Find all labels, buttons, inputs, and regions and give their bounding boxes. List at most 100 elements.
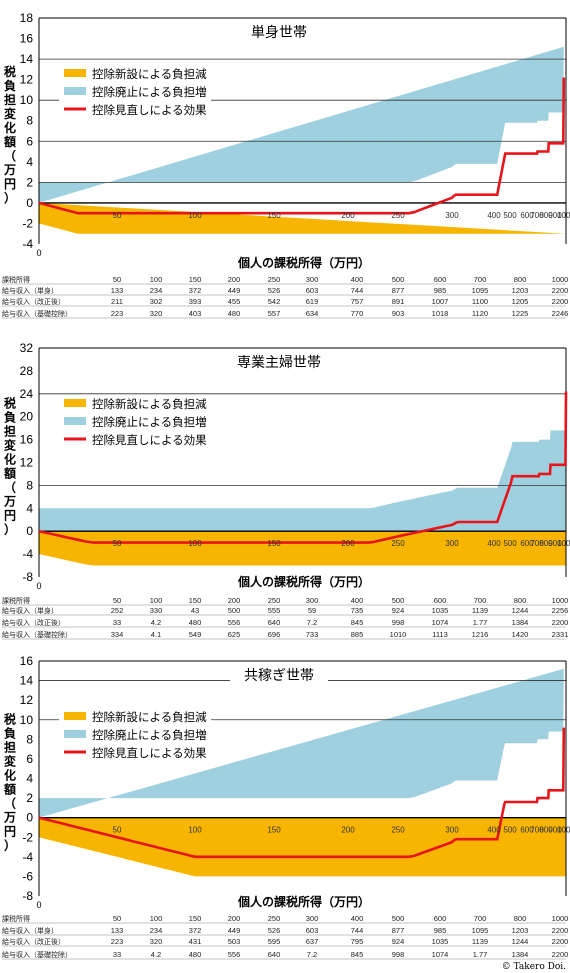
table-cell: 877 <box>392 286 405 295</box>
y-tick-label: -6 <box>22 869 33 883</box>
table-row-label: 課税所得 <box>2 914 30 923</box>
y-tick-label: 20 <box>20 410 34 424</box>
y-tick-label: 16 <box>20 32 34 46</box>
table-cell: 211 <box>111 297 123 306</box>
y-axis-label-char: 額 <box>3 782 16 797</box>
table-cell: 1000 <box>552 914 569 923</box>
table-cell: 625 <box>228 630 241 639</box>
table-cell: 770 <box>351 309 364 318</box>
table-cell: 1120 <box>472 309 488 318</box>
table-cell: 1074 <box>432 950 449 959</box>
table-cell: 1007 <box>432 297 449 306</box>
table-cell: 2200 <box>552 937 569 946</box>
x-tick-label: 400 <box>487 539 501 548</box>
table-cell: 100 <box>150 914 163 923</box>
table-cell: 1035 <box>432 937 449 946</box>
table-cell: 393 <box>189 297 202 306</box>
table-cell: 1010 <box>390 630 407 639</box>
legend-increase-swatch <box>64 87 86 95</box>
y-tick-label: 4 <box>26 155 33 169</box>
table-cell: 2200 <box>552 926 569 935</box>
table-row-label: 給与収入（改正後） <box>2 297 65 306</box>
x-tick-label: 200 <box>341 539 355 548</box>
table-cell: 744 <box>351 926 364 935</box>
table-cell: 150 <box>189 914 202 923</box>
table-cell: 800 <box>514 596 527 605</box>
y-tick-label: 12 <box>20 693 34 707</box>
legend-net-label: 控除見直しによる効果 <box>92 746 207 760</box>
y-tick-label: 16 <box>20 654 34 668</box>
x-tick-label: 500 <box>503 211 517 220</box>
table-cell: 320 <box>150 309 163 318</box>
table-cell: 403 <box>189 309 202 318</box>
table-cell: 200 <box>228 596 241 605</box>
table-row-label: 給与収入（単身） <box>2 606 58 615</box>
y-tick-label: 10 <box>20 713 34 727</box>
y-tick-label: 18 <box>20 11 34 25</box>
table-cell: 744 <box>351 286 364 295</box>
legend-increase-label: 控除廃止による負担増 <box>92 415 207 429</box>
table-cell: 234 <box>150 926 163 935</box>
data-table: 課税所得 50 100 150 200 250 300 400 500 600 700 800 1000… <box>2 275 569 319</box>
title-box <box>230 350 328 372</box>
y-axis-label-char: 担 <box>4 424 16 439</box>
y-axis-label-char: 担 <box>4 92 16 107</box>
x-tick-label: 50 <box>113 211 122 220</box>
y-tick-label: -8 <box>22 889 33 903</box>
table-cell: 480 <box>189 618 202 627</box>
x-axis-label: 個人の課税所得（万円） <box>237 894 370 909</box>
net-effect-line <box>38 391 568 544</box>
x-tick-label: 300 <box>445 211 459 220</box>
x-tick-label: 200 <box>341 826 355 835</box>
legend-decrease-swatch <box>64 712 86 720</box>
table-cell: 150 <box>189 275 202 284</box>
table-cell: 2200 <box>552 950 569 959</box>
y-axis-label-char: 額 <box>3 466 16 481</box>
table-cell: 1000 <box>552 275 569 284</box>
increase-area <box>39 46 564 203</box>
table-cell: 223 <box>111 309 124 318</box>
table-cell: 998 <box>392 618 405 627</box>
legend-decrease-swatch <box>64 69 86 77</box>
table-cell: 7.2 <box>307 950 317 959</box>
legend-increase-swatch <box>64 730 86 738</box>
table-cell: 985 <box>434 926 447 935</box>
x-tick-label: 150 <box>267 211 281 220</box>
table-cell: 800 <box>514 914 527 923</box>
y-tick-label: 0 <box>26 524 33 538</box>
table-cell: 1018 <box>432 309 449 318</box>
table-cell: 1244 <box>512 937 529 946</box>
table-cell: 2331 <box>552 630 569 639</box>
x-tick-label: 150 <box>267 539 281 548</box>
legend-decrease-label: 控除新設による負担減 <box>92 67 207 81</box>
table-cell: 998 <box>392 950 405 959</box>
x-tick-label: 400 <box>487 826 501 835</box>
table-cell: 924 <box>392 937 405 946</box>
x-tick-label: 50 <box>113 826 122 835</box>
y-axis-label-char: 額 <box>3 134 16 149</box>
y-axis-label-char: 税 <box>4 396 16 411</box>
table-cell: 600 <box>434 275 447 284</box>
copyright: © Takero Doi. <box>501 962 566 972</box>
table-cell: 640 <box>268 618 281 627</box>
table-cell: 1095 <box>472 926 489 935</box>
table-cell: 400 <box>351 914 364 923</box>
x-tick-label: 500 <box>503 539 517 548</box>
table-cell: 600 <box>434 596 447 605</box>
x-tick-label: 250 <box>391 826 405 835</box>
x-tick-label: 800 <box>539 539 553 548</box>
table-cell: 549 <box>189 630 202 639</box>
table-cell: 250 <box>268 596 281 605</box>
table-row-label: 給与収入（基礎控除） <box>2 309 72 318</box>
table-cell: 696 <box>268 630 281 639</box>
x-tick-label: 200 <box>341 211 355 220</box>
table-cell: 133 <box>111 926 124 935</box>
table-cell: 891 <box>392 297 405 306</box>
table-cell: 733 <box>306 630 319 639</box>
y-axis-label-char: 万 <box>3 495 16 509</box>
y-tick-label: 0 <box>26 196 33 210</box>
table-cell: 526 <box>268 286 281 295</box>
table-cell: 1203 <box>512 286 529 295</box>
y-axis-label-char: ） <box>4 522 16 537</box>
